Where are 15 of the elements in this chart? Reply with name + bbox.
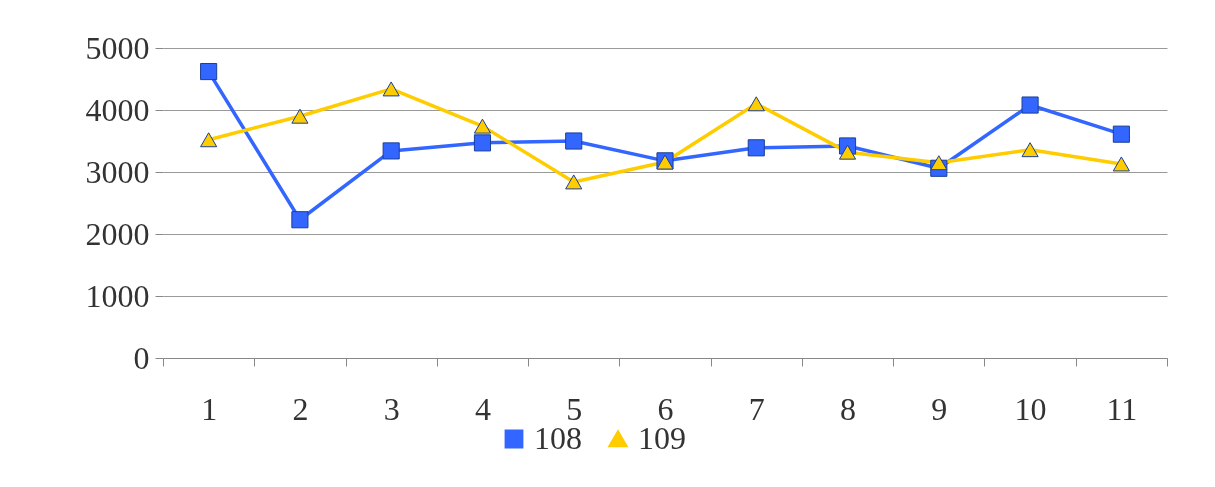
y-tick-label: 3000 — [85, 153, 150, 190]
x-tick-label: 7 — [748, 390, 765, 427]
x-tick-label: 4 — [474, 390, 491, 427]
x-tick-label: 2 — [292, 390, 309, 427]
x-tick-label: 8 — [840, 390, 857, 427]
y-tick-label: 1000 — [85, 277, 150, 314]
y-tick-label: 2000 — [85, 215, 150, 252]
x-tick-label: 11 — [1106, 390, 1138, 427]
x-tick-label: 9 — [931, 390, 948, 427]
y-tick-label: 4000 — [85, 91, 150, 128]
y-tick-label: 5000 — [85, 29, 150, 66]
x-tick-label: 3 — [383, 390, 400, 427]
x-tick-label: 1 — [201, 390, 218, 427]
x-tick-label: 10 — [1014, 390, 1047, 427]
y-tick-label: 0 — [133, 339, 150, 376]
